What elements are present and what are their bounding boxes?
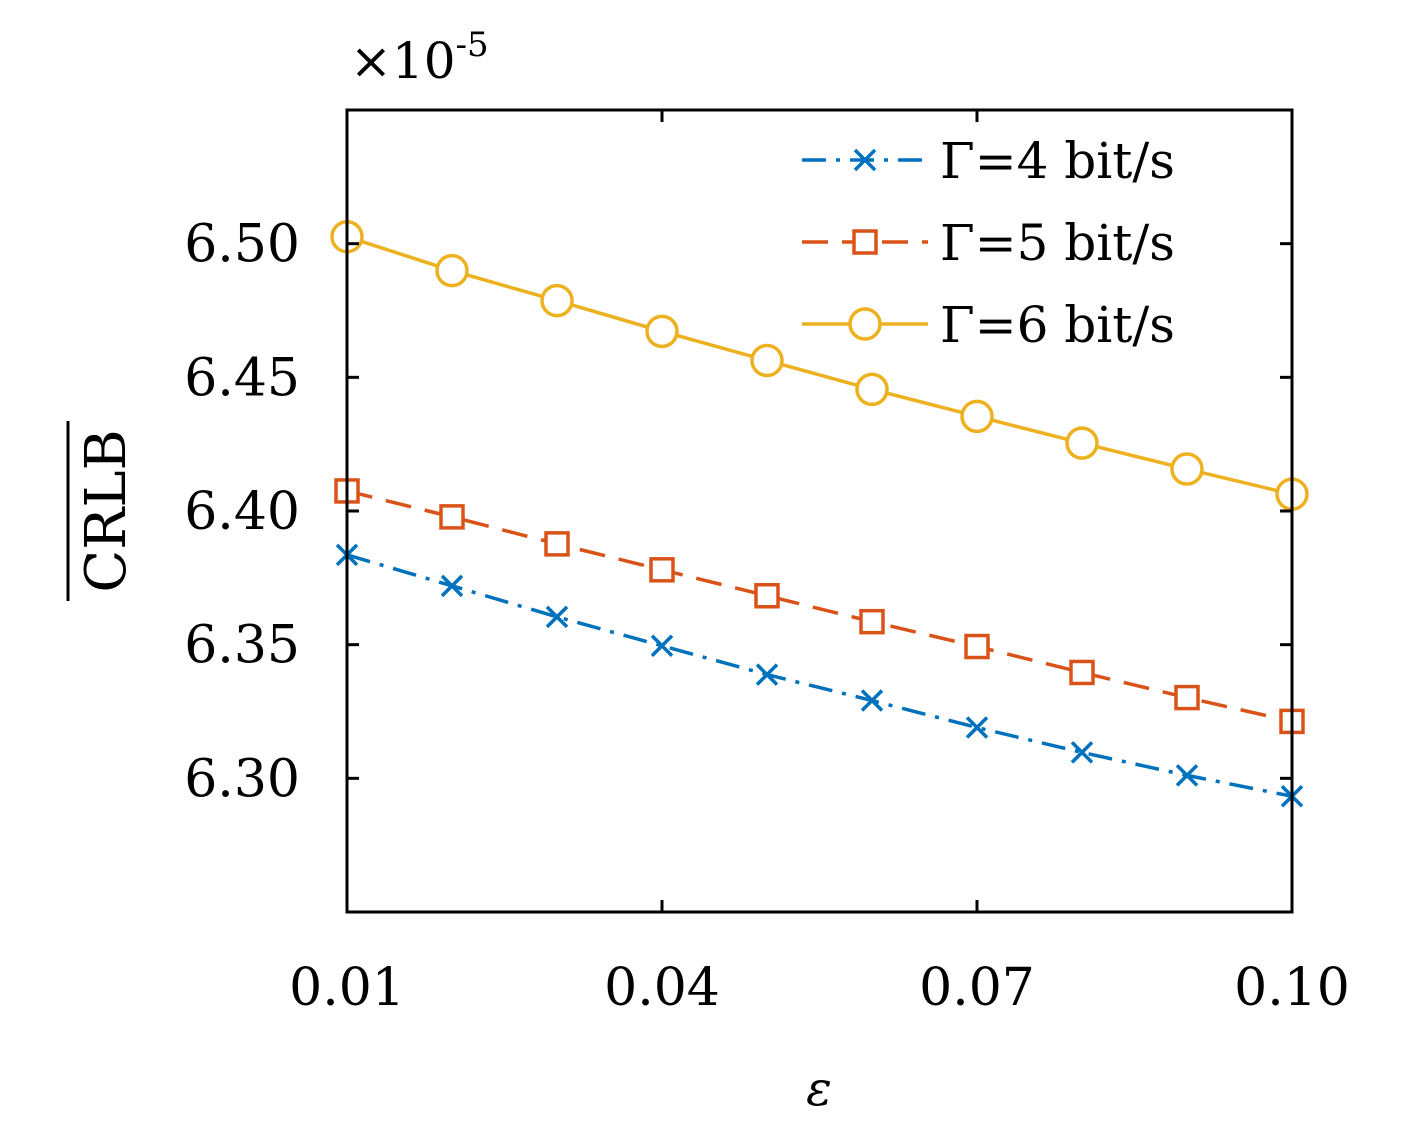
data-point [964,633,990,660]
legend-item: Γ=6 bit/s [802,296,1175,354]
x-axis-label: ε [806,1061,832,1117]
data-point [645,314,679,349]
legend-marker [853,148,877,172]
ticks-layer: 0.01 0.04 0.07 0.10 6.30 6.35 6.40 6.45 6.50 [184,110,1350,1018]
data-point [439,504,465,530]
y-tick-label: 6.30 [184,749,300,809]
y-tick-label: 6.35 [184,616,300,676]
y-axis-label: CRLB [66,421,139,601]
data-point [1170,452,1204,486]
legend-label: Γ=4 bit/s [940,132,1175,190]
legend: Γ=4 bit/s Γ=5 bit/s Γ=6 bit/s [802,132,1175,354]
series-line [346,553,1293,798]
series-2 [334,478,1305,735]
y-axis-label-text: CRLB [74,429,139,592]
y-multiplier-exponent: -5 [456,25,489,65]
y-tick-label: 6.40 [184,482,300,542]
legend-marker [852,229,878,255]
data-point [755,663,779,686]
data-point [750,343,784,378]
data-point [435,253,469,288]
series-layer [330,219,1309,808]
data-point [1069,659,1095,686]
series-3 [330,219,1309,511]
series-line [346,489,1293,724]
legend-item: Γ=4 bit/s [802,132,1175,190]
data-point [855,372,889,407]
data-point [859,608,885,635]
data-point [960,399,994,434]
legend-label: Γ=5 bit/s [940,214,1175,272]
data-point [754,582,780,609]
series-1 [335,543,1304,808]
data-point [545,605,569,629]
data-point [860,689,884,712]
data-point [540,283,574,318]
data-point [650,634,674,657]
data-point [649,557,675,583]
y-multiplier: ×10-5 [350,25,489,90]
series-line [346,235,1293,496]
legend-label: Γ=6 bit/s [940,296,1175,354]
y-multiplier-base: ×10 [350,32,456,90]
data-point [544,531,570,557]
x-tick-label: 0.07 [919,958,1035,1018]
x-tick-label: 0.01 [289,958,405,1018]
legend-marker [848,307,882,341]
data-point [1175,764,1199,787]
y-tick-label: 6.45 [184,348,300,408]
legend-item: Γ=5 bit/s [802,214,1175,272]
x-tick-label: 0.04 [604,958,720,1018]
data-point [440,574,464,598]
data-point [1065,426,1099,460]
x-tick-label: 0.10 [1234,958,1350,1018]
y-tick-label: 6.50 [184,215,300,275]
data-point [1174,684,1200,711]
data-point [965,716,989,739]
data-point [1070,741,1094,764]
